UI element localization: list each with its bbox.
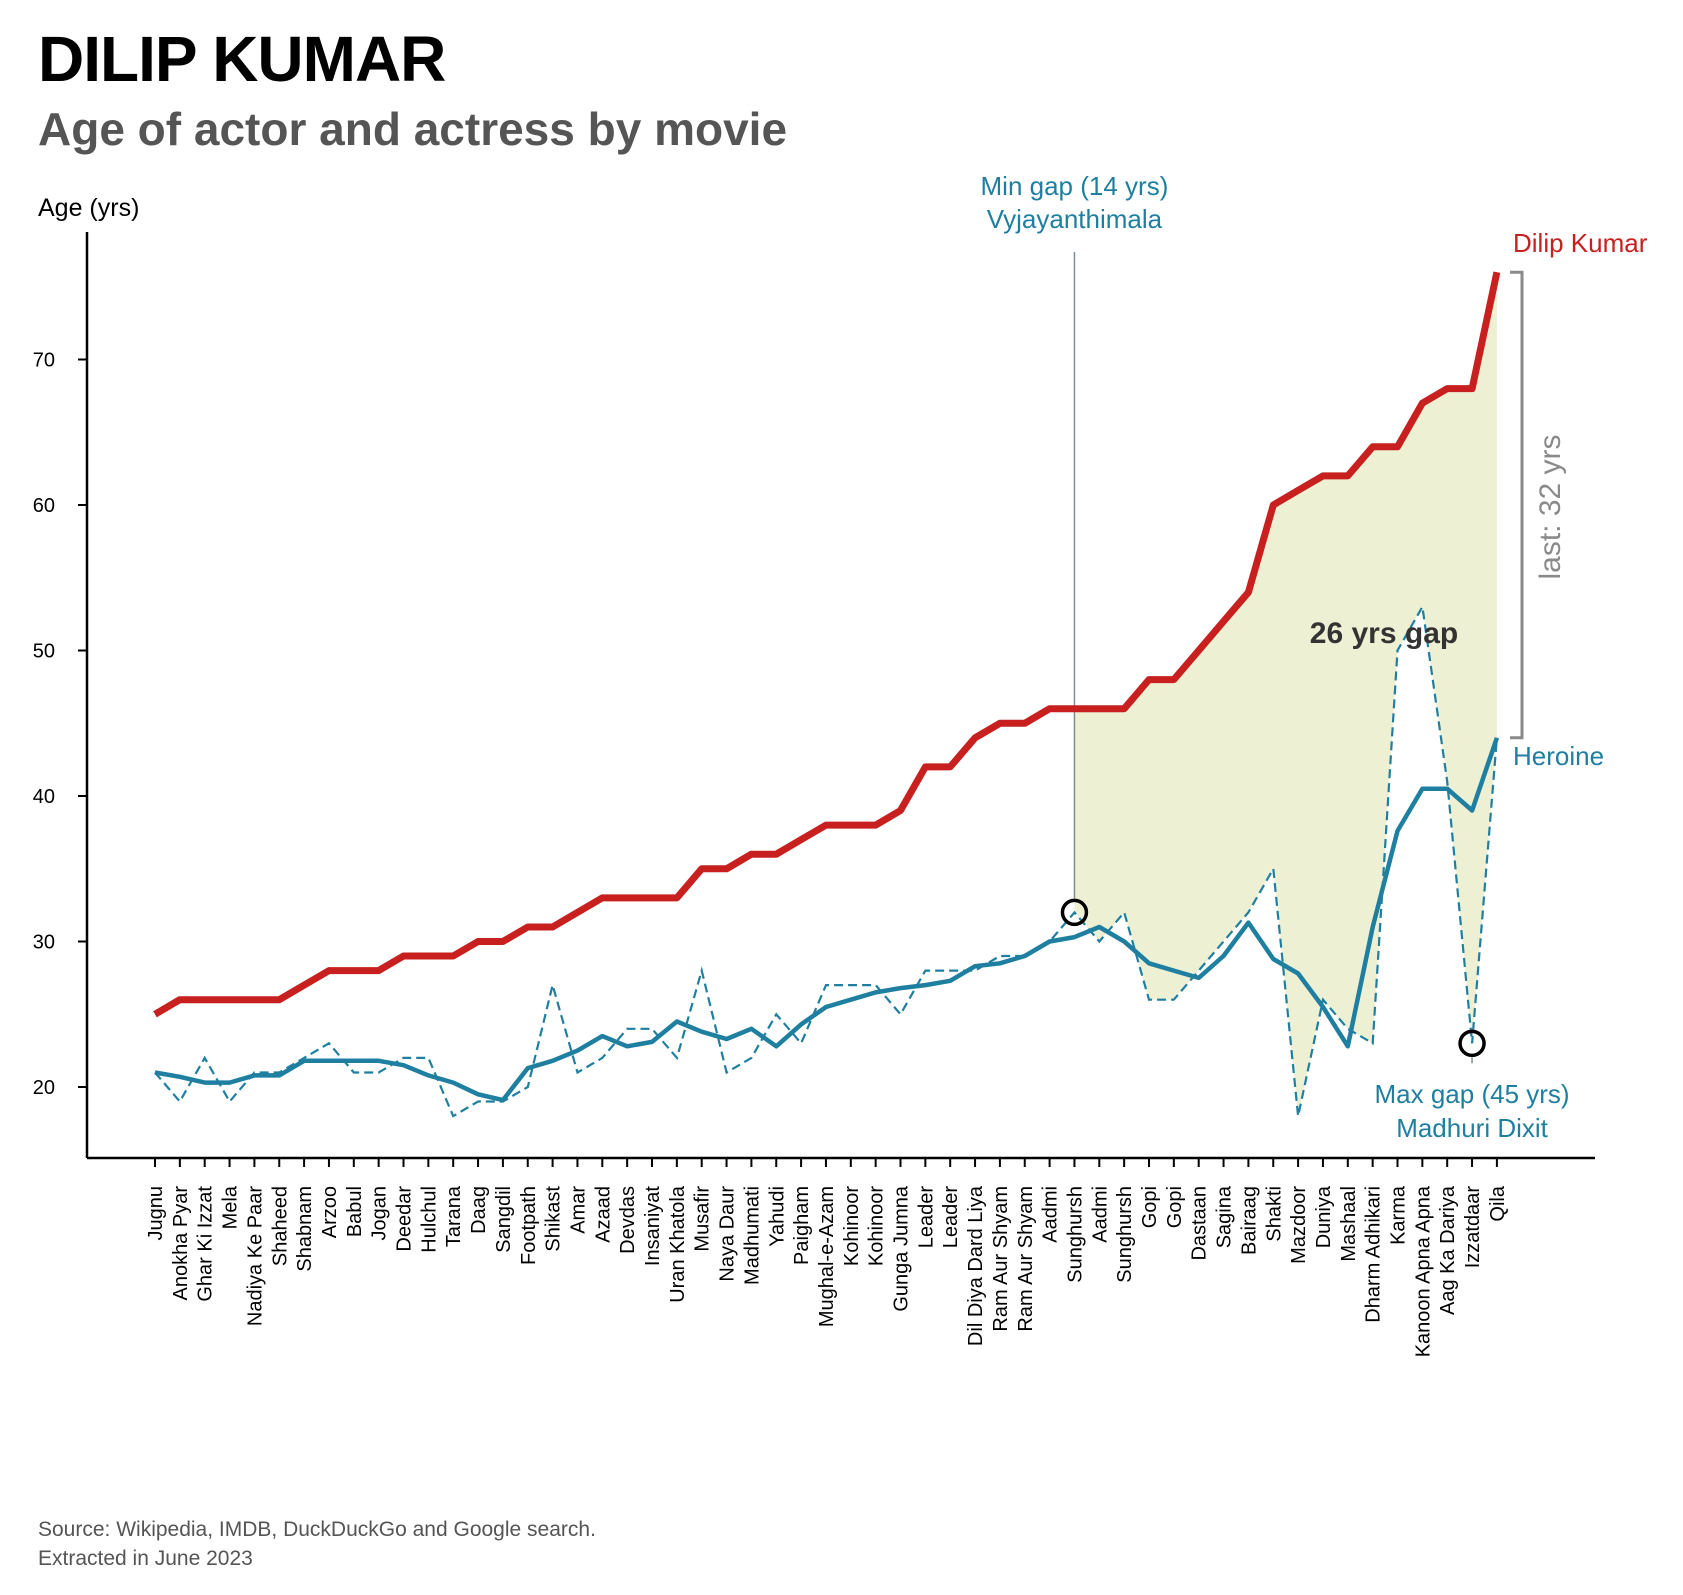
x-tick-label: Gunga Jumna — [891, 1185, 913, 1312]
x-tick-label: Uran Khatola — [667, 1185, 689, 1303]
source-note: Source: Wikipedia, IMDB, DuckDuckGo and … — [38, 1515, 596, 1573]
heroine-dashed-line — [154, 603, 1498, 1118]
x-tick-label: Sagina — [1214, 1185, 1236, 1248]
x-tick-label: Mela — [220, 1185, 242, 1229]
reference-line-layer — [1073, 252, 1473, 1064]
x-tick-label: Hulchul — [418, 1186, 440, 1253]
x-tick-label: Dastaan — [1189, 1186, 1211, 1261]
x-tick-label: Shabnam — [294, 1186, 316, 1272]
extraction-date-line: Extracted in June 2023 — [38, 1547, 253, 1570]
y-tick-label: 70 — [33, 350, 55, 372]
x-tick-label: Kohinoor — [841, 1186, 863, 1266]
x-tick-label: Ram Aur Shyam — [1015, 1186, 1037, 1332]
x-tick-label: Mashaal — [1338, 1186, 1360, 1262]
heroine-series-label: Heroine — [1513, 741, 1604, 771]
x-tick-label: Amar — [567, 1186, 589, 1234]
x-tick-label: Aadmi — [1040, 1186, 1062, 1243]
series-layer — [153, 271, 1501, 1118]
x-tick-label: Shakti — [1263, 1186, 1285, 1242]
chart-subtitle: Age of actor and actress by movie — [38, 103, 788, 155]
axes-layer: Age (yrs) 20 30 40 50 60 70 Jugnu Anokha Pyar Gha… — [33, 194, 1595, 1357]
x-tick-label: Daag — [468, 1186, 490, 1234]
x-tick-label: Mughal-e-Azam — [816, 1186, 838, 1327]
max-gap-label: Max gap (45 yrs) — [1375, 1079, 1570, 1109]
y-tick-label: 50 — [33, 641, 55, 663]
marker-layer — [1060, 270, 1524, 1058]
chart-title: DILIP KUMAR — [38, 23, 446, 95]
x-tick-label: Dil Diya Dard Liya — [965, 1185, 987, 1346]
x-tick-label: Gopi — [1139, 1186, 1161, 1228]
last-gap-bracket — [1510, 270, 1524, 740]
x-tick-label: Qila — [1487, 1185, 1509, 1221]
x-tick-label: Izzatdaar — [1462, 1186, 1484, 1269]
max-gap-marker — [1458, 1029, 1486, 1058]
x-tick-label: Mazdoor — [1288, 1186, 1310, 1264]
x-tick-label: Devdas — [617, 1186, 639, 1254]
x-tick-label: Madhumati — [741, 1186, 763, 1285]
x-tick-label: Footpath — [518, 1186, 540, 1265]
gap-average-label: 26 yrs gap — [1310, 617, 1458, 650]
x-tick-label: Naya Daur — [717, 1186, 739, 1282]
y-axis-label: Age (yrs) — [38, 194, 139, 222]
y-tick-label: 20 — [33, 1077, 55, 1099]
heroine-line — [154, 737, 1500, 1103]
x-tick-label: Karma — [1388, 1185, 1410, 1245]
min-gap-heroine-label: Vyjayanthimala — [987, 204, 1163, 234]
x-tick-label: Anokha Pyar — [170, 1186, 192, 1301]
x-tick-label: Babul — [344, 1186, 366, 1237]
x-tick-label: Insaniyat — [642, 1186, 664, 1266]
actor-series-label: Dilip Kumar — [1513, 228, 1648, 258]
gap-fill-layer — [1074, 272, 1497, 1117]
x-tick-label: Dharm Adhikari — [1363, 1186, 1385, 1323]
x-tick-label: Jugnu — [145, 1186, 167, 1241]
x-tick-label: Kohinoor — [866, 1186, 888, 1266]
y-tick-label: 60 — [33, 495, 55, 517]
x-tick-label: Sunghursh — [1114, 1186, 1136, 1283]
x-tick-label: Ram Aur Shyam — [990, 1186, 1012, 1332]
x-tick-label: Tarana — [443, 1185, 465, 1247]
x-tick-label: Azaad — [592, 1186, 614, 1243]
x-tick-label: Nadiya Ke Paar — [244, 1186, 266, 1326]
line-chart: Age (yrs) 20 30 40 50 60 70 Jugnu Anokha Pyar Gha… — [33, 171, 1648, 1357]
gap-fill-area — [1074, 272, 1497, 1117]
min-gap-marker — [1060, 898, 1089, 927]
x-tick-label: Shaheed — [269, 1186, 291, 1266]
y-tick-label: 40 — [33, 786, 55, 808]
max-gap-heroine-label: Madhuri Dixit — [1396, 1113, 1548, 1143]
x-tick-label: Ghar Ki Izzat — [195, 1186, 217, 1302]
x-tick-label: Deedar — [394, 1186, 416, 1252]
x-tick-label: Leader — [915, 1186, 937, 1249]
x-tick-label: Musafir — [692, 1186, 714, 1252]
x-tick-label: Yahudi — [766, 1186, 788, 1247]
x-tick-label: Gopi — [1164, 1186, 1186, 1228]
x-tick-label: Shikast — [543, 1186, 565, 1252]
min-gap-label: Min gap (14 yrs) — [981, 171, 1169, 201]
source-line: Source: Wikipedia, IMDB, DuckDuckGo and … — [38, 1518, 596, 1541]
x-tick-label: Kanoon Apna Apna — [1412, 1185, 1434, 1357]
x-tick-label: Sunghursh — [1064, 1186, 1086, 1283]
x-tick-label: Bairaag — [1238, 1186, 1260, 1255]
last-gap-label: last: 32 yrs — [1534, 434, 1567, 579]
x-tick-label: Paigham — [791, 1186, 813, 1265]
x-tick-label: Duniya — [1313, 1185, 1335, 1248]
x-tick-label: Arzoo — [319, 1186, 341, 1238]
label-layer: Min gap (14 yrs)Vyjayanthimala Max gap (4… — [981, 171, 1648, 1143]
x-tick-label: Jogan — [369, 1186, 391, 1241]
x-tick-label: Leader — [940, 1186, 962, 1249]
x-tick-label: Sangdil — [493, 1186, 515, 1253]
x-tick-label: Aadmi — [1089, 1186, 1111, 1243]
actor-line — [153, 271, 1501, 1018]
y-tick-label: 30 — [33, 932, 55, 954]
x-tick-label: Aag Ka Dariya — [1437, 1185, 1459, 1315]
